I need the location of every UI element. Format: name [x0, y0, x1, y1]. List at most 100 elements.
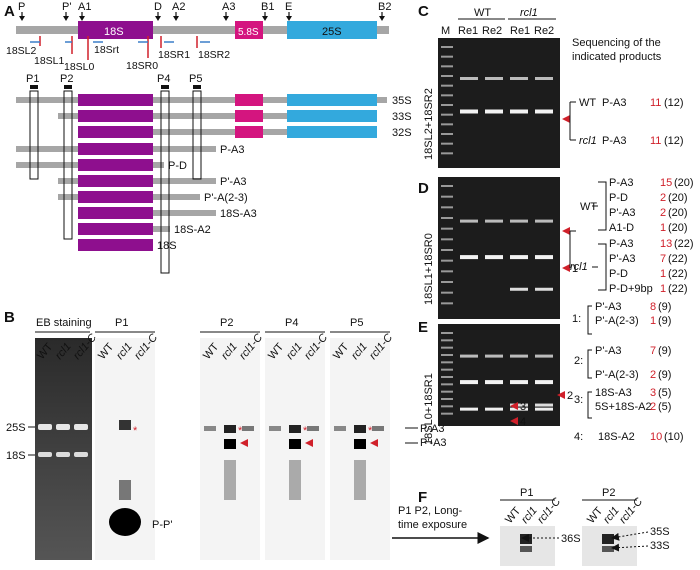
svg-text:2:: 2:: [574, 355, 583, 367]
probe-title: P2: [602, 487, 615, 499]
precursor-58s-seg: [235, 94, 263, 106]
panel-b-blots: WTrcl1rcl1-CP1WTrcl1rcl1-C*P2WTrcl1rcl1-…: [35, 317, 395, 560]
seq-total: (5): [658, 401, 671, 413]
precursor-label: P'-A3: [220, 176, 247, 188]
marker-25s: 25S: [6, 422, 26, 434]
svg-text:WT: WT: [579, 97, 596, 109]
panel-a-letter: A: [4, 3, 15, 20]
seq-total: (5): [658, 387, 671, 399]
long-exposure-line2: time exposure: [398, 519, 467, 531]
sequencing-tables: WT P-A3 11 (12)rcl1 P-A3 11 (12)WTP-A3 15 (20)P-…: [569, 97, 694, 443]
seq-item: 18S-A2: [598, 431, 635, 443]
eb-title: EB staining: [36, 317, 92, 329]
precursor-25s-seg: [287, 94, 377, 106]
group-wt: WT: [474, 7, 491, 19]
gel: [438, 38, 560, 168]
precursor-58s-seg: [235, 126, 263, 138]
band-label-ppa3: P'-A3: [420, 437, 447, 449]
probe-title: P4: [285, 317, 298, 329]
svg-text:*: *: [133, 425, 138, 437]
seq-count: 3: [650, 387, 656, 399]
side-label-e: 18SL0+18SR1: [423, 373, 435, 445]
seq-total: (9): [658, 369, 671, 381]
seq-count: 2: [660, 192, 666, 204]
precursor-25s-seg: [287, 126, 377, 138]
seq-total: (20): [674, 177, 694, 189]
red-arrowhead: [557, 391, 565, 399]
primers: 18SL2 18SL1 18Srt 18SL0 18SR0 18SR1 18SR…: [6, 36, 230, 73]
region-25s: [287, 21, 377, 39]
cleavage-sites: P P' A1 D A2 A3 B1 E B2: [18, 1, 391, 21]
seq-total: (20): [668, 207, 688, 219]
probe-title: P1: [520, 487, 533, 499]
seq-item: P-D: [609, 268, 628, 280]
panel-c-letter: C: [418, 3, 429, 20]
seq-item: P-D: [609, 192, 628, 204]
svg-text:WT: WT: [580, 201, 597, 213]
svg-text:1:: 1:: [572, 313, 581, 325]
seq-total: (22): [668, 268, 688, 280]
probe-p5-label: P5: [189, 73, 202, 85]
seq-count: 1: [660, 268, 666, 280]
precursor-18s-seg: [78, 143, 153, 155]
gel: [438, 324, 560, 426]
precursor-label: 18S-A2: [174, 224, 211, 236]
probe-p2-label: P2: [60, 73, 73, 85]
region-58s-label: 5.8S: [238, 27, 259, 38]
seq-item: P'-A3: [609, 207, 636, 219]
region-18s-label: 18S: [104, 26, 124, 38]
sequencing-note-line2: indicated products: [572, 51, 662, 63]
lane-re2-rcl1: Re2: [534, 25, 554, 37]
seq-total: (9): [658, 301, 671, 313]
precursor-18s-seg: [78, 175, 153, 187]
group-rcl1: rcl1: [520, 7, 538, 19]
band-3-label: 3: [520, 401, 526, 413]
marker-lane-label: M: [441, 25, 450, 37]
red-arrowhead: [510, 402, 518, 410]
svg-text:*: *: [238, 425, 243, 437]
band-4-label: 4: [520, 416, 526, 428]
precursor-58s-seg: [235, 110, 263, 122]
svg-text:4:: 4:: [574, 431, 583, 443]
precursor-label: 33S: [392, 111, 412, 123]
band-1-label: 1: [572, 263, 578, 275]
seq-count: 7: [660, 253, 666, 265]
probe-title: P2: [220, 317, 233, 329]
band-2-label: 2: [567, 390, 573, 402]
region-25s-label: 25S: [322, 26, 342, 38]
seq-item: P-A3: [602, 97, 626, 109]
seq-count: 11: [650, 135, 661, 147]
site-label: B2: [378, 1, 391, 13]
red-arrowhead: [562, 115, 570, 123]
seq-count: 15: [660, 177, 672, 189]
precursor-label: 35S: [392, 95, 412, 107]
red-arrowhead: [305, 439, 313, 447]
precursor-label: 32S: [392, 127, 412, 139]
agarose-gels: 1 2 3 4: [438, 38, 578, 428]
seq-total: (12): [664, 97, 684, 109]
red-arrowhead: [562, 264, 570, 272]
probe-title: P5: [350, 317, 363, 329]
precursor-18s-seg: [78, 191, 153, 203]
gene-map: 18S 5.8S 25S: [16, 21, 389, 39]
seq-total: (22): [668, 283, 688, 295]
lane-re1-wt: Re1: [458, 25, 478, 37]
precursor-18s-seg: [78, 159, 153, 171]
seq-item: A1-D: [609, 222, 634, 234]
site-label: A1: [78, 1, 91, 13]
red-arrowhead: [240, 439, 248, 447]
precursor-label: 18S-A3: [220, 208, 257, 220]
site-label: D: [154, 1, 162, 13]
svg-text:rcl1: rcl1: [579, 135, 597, 147]
precursor-label: P-A3: [220, 144, 244, 156]
seq-count: 1: [660, 222, 666, 234]
site-label: A3: [222, 1, 235, 13]
seq-total: (22): [674, 238, 694, 250]
seq-total: (10): [664, 431, 684, 443]
primer-18sl0: 18SL0: [64, 61, 95, 73]
svg-text:rcl1: rcl1: [570, 261, 588, 273]
site-label: P: [18, 1, 25, 13]
seq-item: P'-A(2-3): [595, 369, 639, 381]
svg-text:*: *: [368, 425, 373, 437]
